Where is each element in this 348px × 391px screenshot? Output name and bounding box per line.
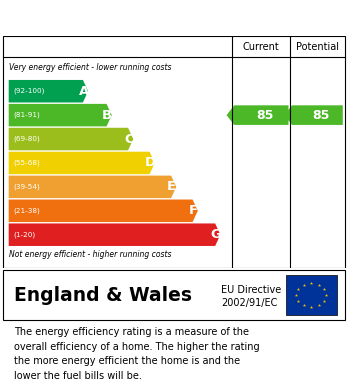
- Text: Potential: Potential: [296, 41, 339, 52]
- Text: (39-54): (39-54): [13, 184, 40, 190]
- Polygon shape: [9, 80, 88, 102]
- Text: E: E: [167, 180, 176, 194]
- Text: C: C: [124, 133, 134, 145]
- Polygon shape: [9, 152, 155, 174]
- Text: 85: 85: [313, 109, 330, 122]
- Text: 2002/91/EC: 2002/91/EC: [221, 298, 277, 308]
- Text: B: B: [102, 109, 112, 122]
- Text: D: D: [145, 156, 156, 169]
- Text: (55-68): (55-68): [13, 160, 40, 166]
- Text: EU Directive: EU Directive: [221, 285, 281, 295]
- Text: A: A: [78, 85, 89, 98]
- Text: 85: 85: [256, 109, 274, 122]
- Polygon shape: [227, 105, 288, 125]
- Text: G: G: [211, 228, 221, 241]
- Polygon shape: [9, 199, 198, 222]
- Bar: [286, 274, 337, 316]
- Text: Current: Current: [243, 41, 280, 52]
- Text: England & Wales: England & Wales: [14, 285, 192, 305]
- Polygon shape: [9, 128, 133, 150]
- Text: Not energy efficient - higher running costs: Not energy efficient - higher running co…: [9, 250, 171, 259]
- Text: (92-100): (92-100): [13, 88, 44, 95]
- Text: Very energy efficient - lower running costs: Very energy efficient - lower running co…: [9, 63, 171, 72]
- Text: F: F: [189, 204, 198, 217]
- Polygon shape: [9, 176, 176, 198]
- Polygon shape: [9, 104, 112, 126]
- Polygon shape: [284, 105, 343, 125]
- Text: (81-91): (81-91): [13, 112, 40, 118]
- Text: (69-80): (69-80): [13, 136, 40, 142]
- Text: (1-20): (1-20): [13, 231, 35, 238]
- Text: Energy Efficiency Rating: Energy Efficiency Rating: [85, 11, 263, 26]
- Polygon shape: [9, 223, 220, 246]
- Text: The energy efficiency rating is a measure of the
overall efficiency of a home. T: The energy efficiency rating is a measur…: [14, 327, 260, 380]
- Text: (21-38): (21-38): [13, 208, 40, 214]
